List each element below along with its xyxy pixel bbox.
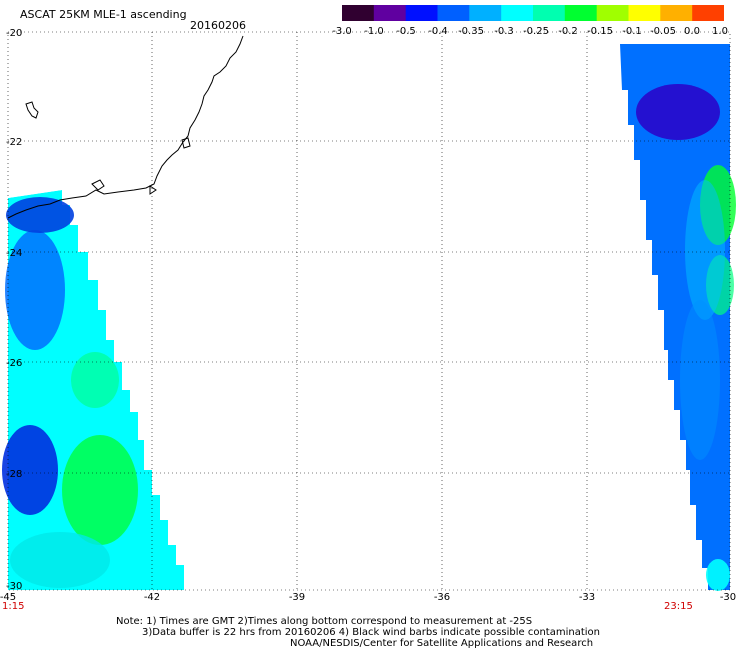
lon-label: -45 xyxy=(0,592,16,603)
lat-label: -28 xyxy=(6,469,22,480)
note-line-1: Note: 1) Times are GMT 2)Times along bot… xyxy=(116,616,533,627)
colorbar-swatch xyxy=(469,5,502,21)
swath-region-blue xyxy=(5,230,65,350)
swath-region-dark-blue xyxy=(2,425,58,515)
colorbar-gradient xyxy=(342,5,725,21)
time-label-left: 1:15 xyxy=(2,601,24,612)
colorbar-label: -0.05 xyxy=(650,26,676,37)
lon-label: -39 xyxy=(289,592,305,603)
colorbar-label: -0.4 xyxy=(428,26,448,37)
colorbar-label: -0.25 xyxy=(523,26,549,37)
colorbar-label: -0.1 xyxy=(622,26,642,37)
colorbar-swatch xyxy=(692,5,725,21)
swath-region-blue xyxy=(680,300,720,460)
colorbar-swatch xyxy=(533,5,566,21)
lon-label: -33 xyxy=(579,592,595,603)
lat-label: -26 xyxy=(6,358,22,369)
colorbar-swatch xyxy=(405,5,438,21)
note-line-2: 3)Data buffer is 22 hrs from 20160206 4)… xyxy=(142,627,600,638)
colorbar-label: -0.15 xyxy=(587,26,613,37)
colorbar-swatch xyxy=(596,5,629,21)
land-mask xyxy=(8,32,243,198)
colorbar-label: 0.0 xyxy=(684,26,700,37)
map-frame xyxy=(7,31,731,591)
colorbar-label: -1.0 xyxy=(364,26,384,37)
colorbar-label: 1.0 xyxy=(712,26,728,37)
swath-region-cyan xyxy=(685,180,725,320)
lat-label: -24 xyxy=(6,248,22,259)
colorbar-label: -0.5 xyxy=(396,26,416,37)
colorbar-swatch xyxy=(373,5,407,21)
coastline xyxy=(7,35,244,219)
lon-label: -36 xyxy=(434,592,450,603)
left-swath xyxy=(2,32,243,590)
product-title: ASCAT 25KM MLE-1 ascending xyxy=(20,8,187,21)
colorbar-swatch xyxy=(342,5,375,21)
colorbar-swatch xyxy=(660,5,693,21)
lon-label: -42 xyxy=(144,592,160,603)
right-swath xyxy=(620,44,736,591)
lat-label: -20 xyxy=(6,28,22,39)
product-date: 20160206 xyxy=(190,19,246,32)
lat-label: -22 xyxy=(6,137,22,148)
swath-region-cyan xyxy=(10,532,110,588)
coastline-detail xyxy=(91,137,191,195)
island xyxy=(25,101,39,119)
swath-region-purple xyxy=(636,84,720,140)
colorbar-swatch xyxy=(564,5,598,21)
swath-region-cyan xyxy=(706,559,730,591)
colorbar-label: -0.35 xyxy=(458,26,484,37)
colorbar-swatch xyxy=(628,5,661,21)
note-line-3: NOAA/NESDIS/Center for Satellite Applica… xyxy=(290,638,594,649)
swath-region-blue xyxy=(6,197,74,233)
grid xyxy=(8,32,730,590)
colorbar-labels: -3.0 -1.0 -0.5 -0.4 -0.35 -0.3 -0.25 -0.… xyxy=(330,26,730,38)
swath-region-green xyxy=(71,352,119,408)
colorbar-swatch xyxy=(437,5,470,21)
colorbar-label: -0.3 xyxy=(494,26,514,37)
colorbar-label: -0.2 xyxy=(558,26,578,37)
colorbar xyxy=(342,5,725,21)
colorbar-swatch xyxy=(501,5,534,21)
colorbar-label: -3.0 xyxy=(332,26,352,37)
lon-label: -30 xyxy=(720,592,736,603)
lat-label: -30 xyxy=(6,581,22,592)
swath-region-green xyxy=(62,435,138,545)
time-label-right: 23:15 xyxy=(664,601,693,612)
